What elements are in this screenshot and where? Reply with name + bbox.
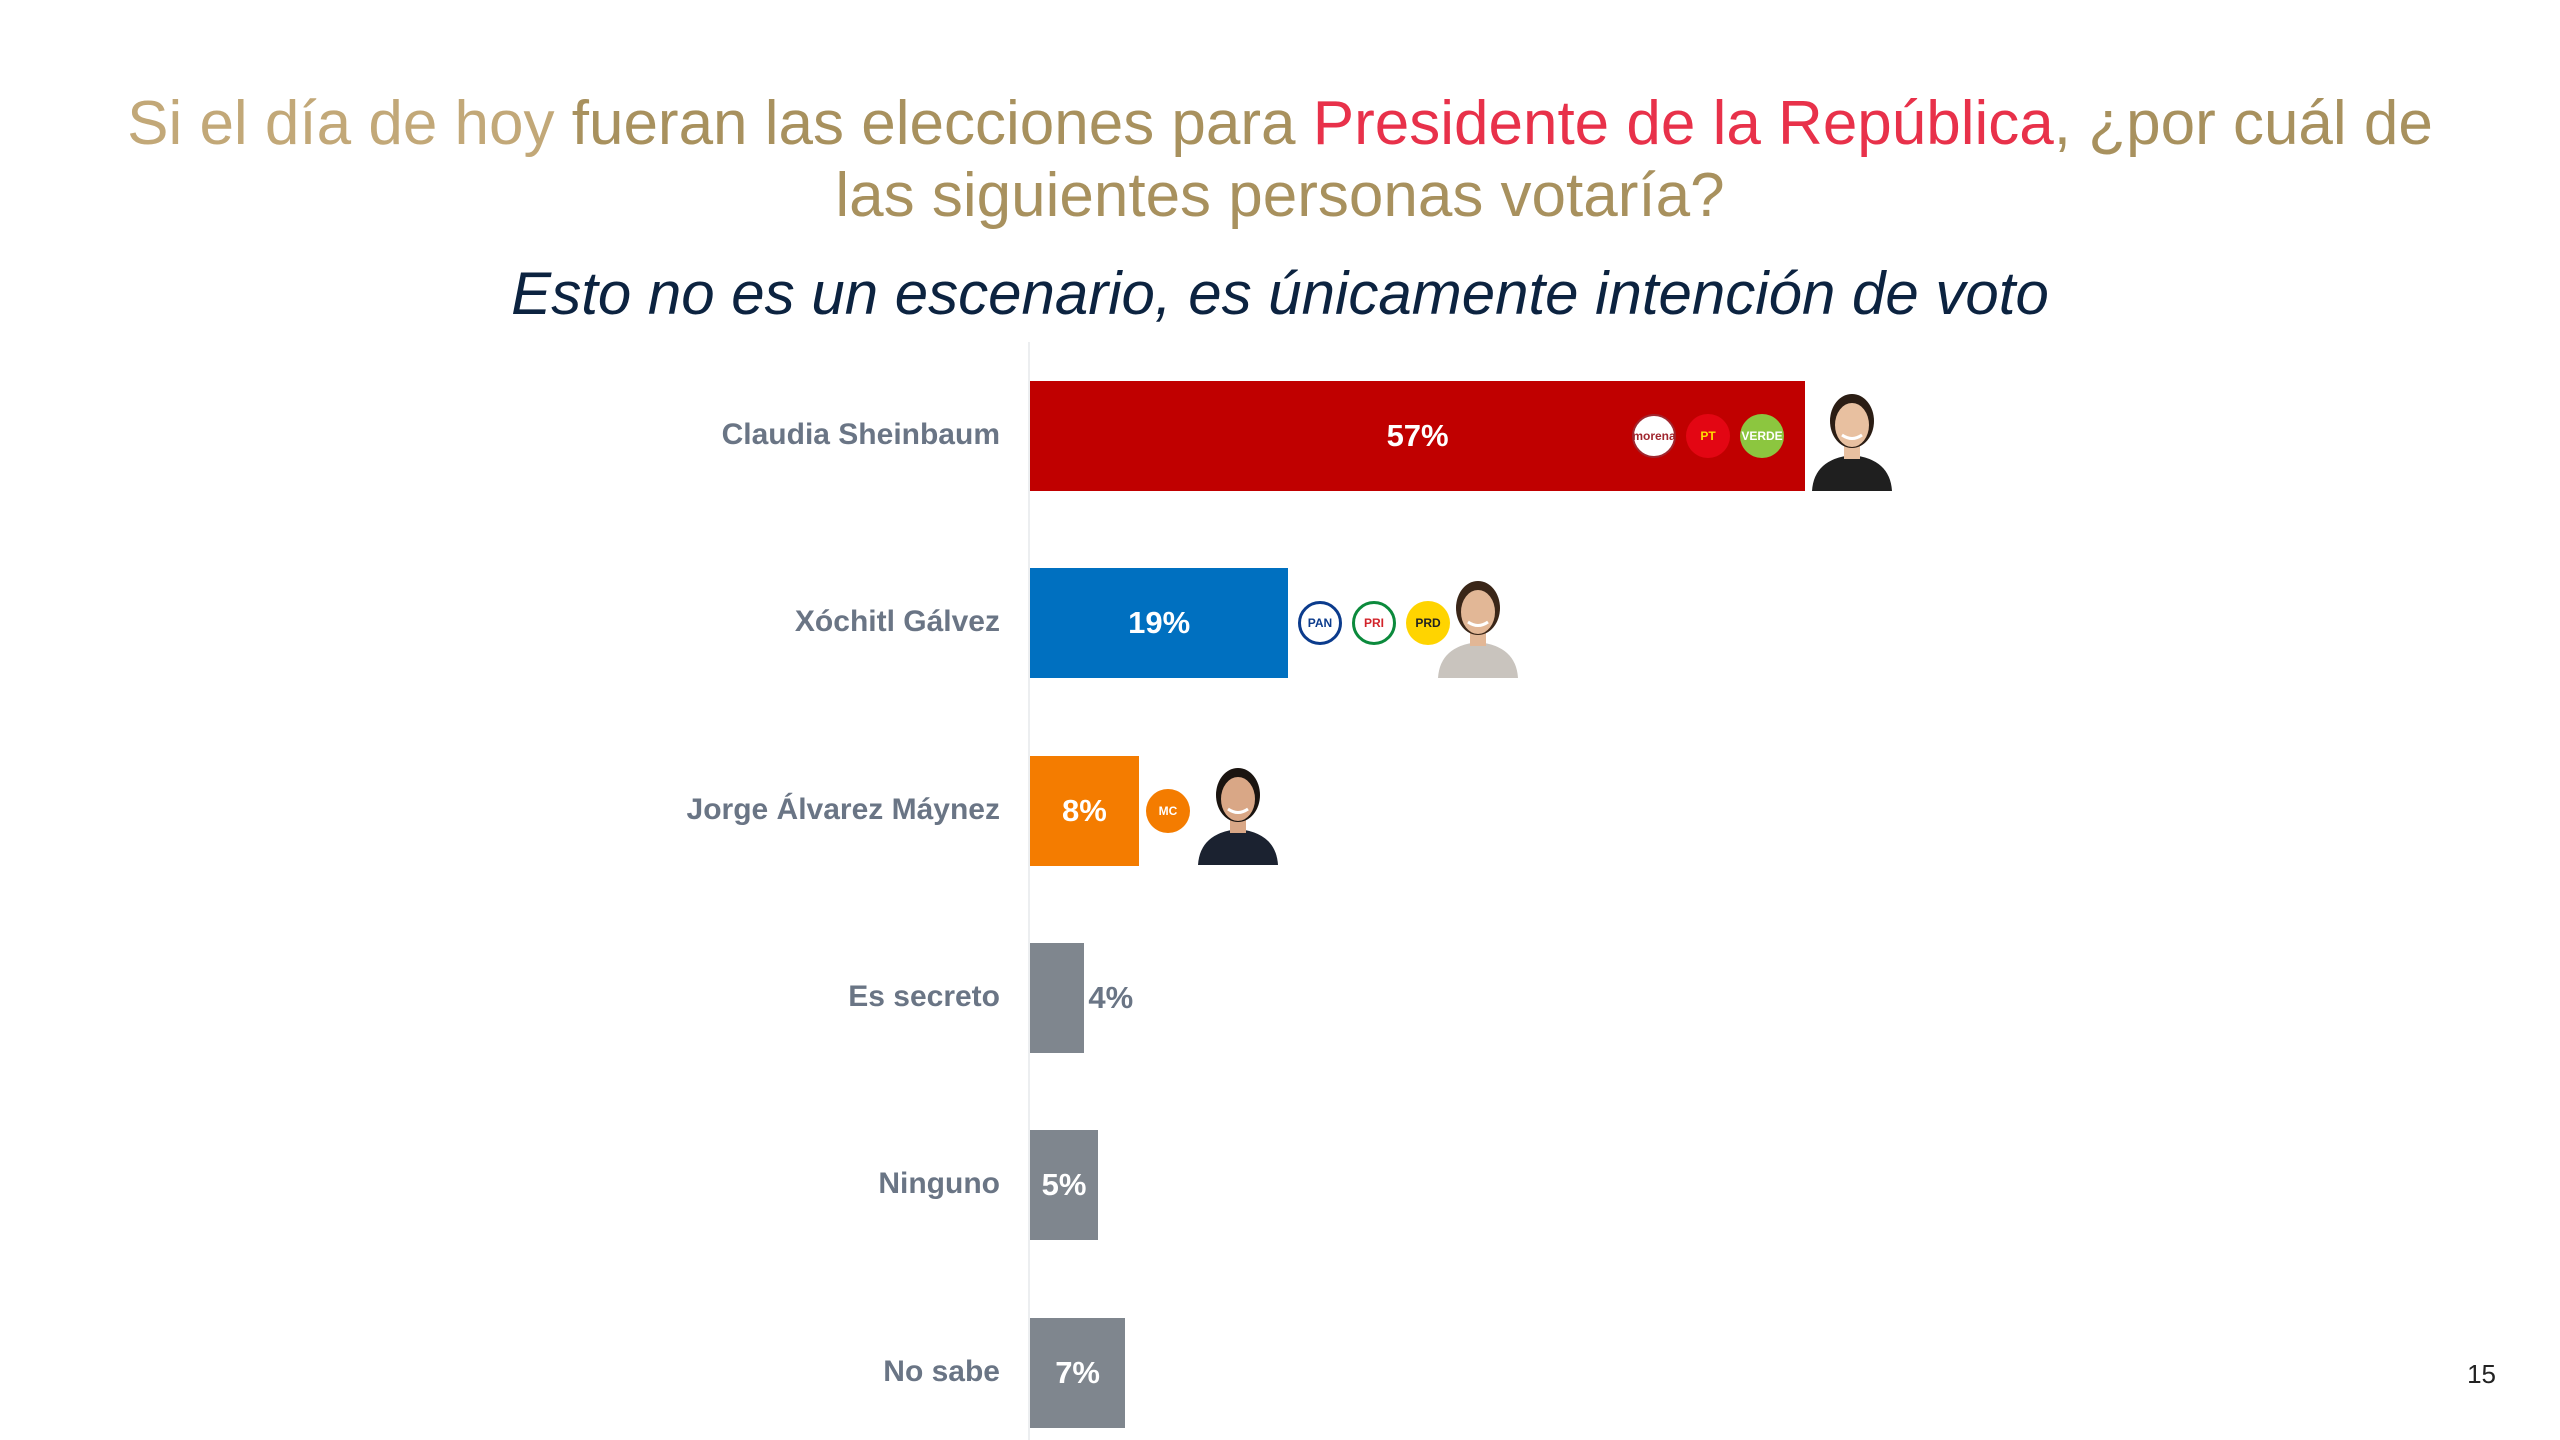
title-part-3: Presidente de la República — [1312, 89, 2054, 158]
title-part-2: fueran las elecciones para — [571, 89, 1313, 158]
category-label-galvez: Xóchitl Gálvez — [794, 605, 1000, 638]
data-label-nosabe: 7% — [1055, 1355, 1100, 1390]
maynez-portrait — [1198, 768, 1278, 865]
data-label-ninguno: 5% — [1041, 1167, 1087, 1202]
category-axis-line — [1028, 342, 1030, 1440]
pri-logo: PRI — [1352, 601, 1396, 645]
data-label-galvez: 19% — [1128, 605, 1191, 640]
sheinbaum-portrait — [1812, 394, 1892, 491]
bar-secreto — [1030, 943, 1085, 1053]
question-title: Si el día de hoy fueran las elecciones p… — [120, 88, 2440, 232]
data-label-maynez: 8% — [1061, 793, 1107, 828]
bar-maynez — [1030, 756, 1139, 866]
galvez-portrait — [1438, 581, 1518, 678]
category-label-nosabe: No sabe — [883, 1355, 1000, 1388]
category-label-sheinbaum: Claudia Sheinbaum — [721, 418, 1000, 451]
subtitle: Esto no es un escenario, es únicamente i… — [511, 260, 2049, 327]
bar-nosabe — [1030, 1318, 1126, 1428]
category-label-secreto: Es secreto — [848, 980, 1000, 1013]
category-label-maynez: Jorge Álvarez Máynez — [686, 793, 1000, 826]
pan-logo: PAN — [1298, 601, 1342, 645]
data-label-sheinbaum: 57% — [1386, 418, 1449, 453]
verde-logo: VERDE — [1740, 414, 1784, 458]
data-label-secreto: 4% — [1088, 980, 1134, 1015]
title-part-1: Si el día de hoy — [127, 89, 572, 158]
title-part-4: , ¿por cuál de las siguientes personas v… — [835, 89, 2433, 230]
mc-logo: MC — [1146, 789, 1190, 833]
category-label-ninguno: Ninguno — [878, 1167, 1000, 1200]
pt-logo: PT — [1686, 414, 1730, 458]
morena-logo: morena — [1632, 414, 1676, 458]
bar-galvez — [1030, 568, 1289, 678]
prd-logo: PRD — [1406, 601, 1450, 645]
page-number: 15 — [2467, 1359, 2496, 1389]
bar-ninguno — [1030, 1130, 1098, 1240]
